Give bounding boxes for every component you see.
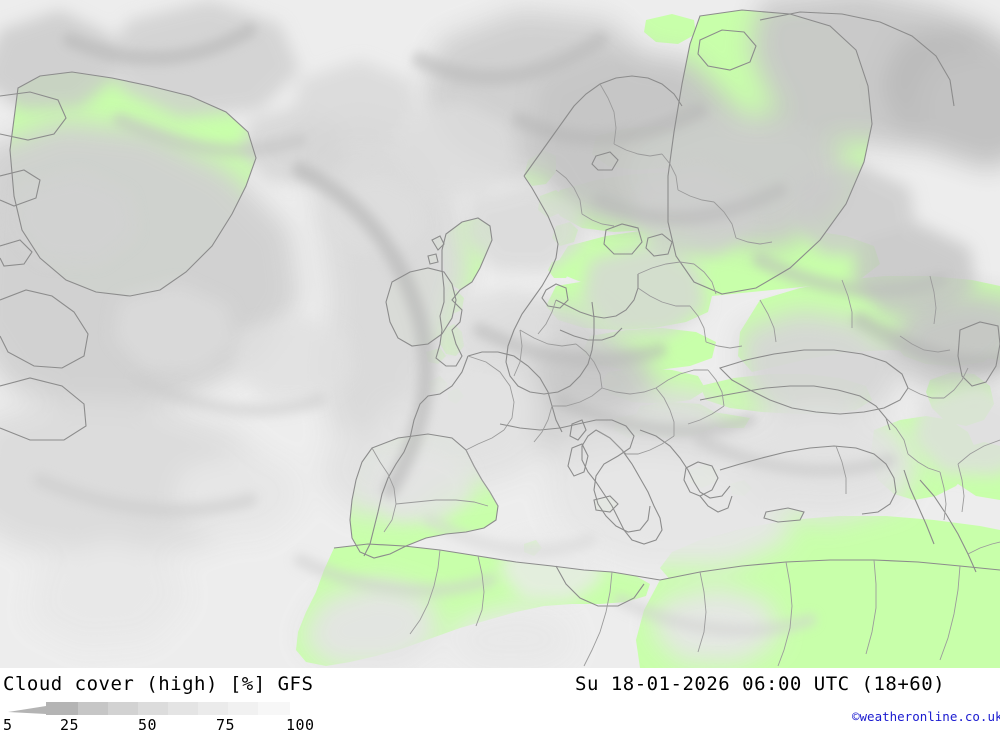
colorbar-wedge	[8, 706, 46, 714]
colorbar-swatch	[46, 702, 78, 715]
colorbar-swatch	[198, 702, 228, 715]
colorbar-tick-75: 75	[216, 716, 236, 734]
cloud-cover-colorbar[interactable]	[0, 701, 300, 717]
colorbar-tick-100: 100	[286, 716, 315, 734]
forecast-valid-time: Su 18-01-2026 06:00 UTC (18+60)	[575, 673, 946, 695]
colorbar-swatch	[138, 702, 168, 715]
colorbar-swatch	[108, 702, 138, 715]
map-title: Cloud cover (high) [%] GFS	[3, 673, 314, 695]
copyright-link[interactable]: ©weatheronline.co.uk	[852, 709, 1000, 724]
colorbar-swatch	[168, 702, 198, 715]
country-border-layer	[371, 83, 1000, 667]
colorbar-tick-50: 50	[138, 716, 158, 734]
colorbar-svg	[8, 702, 290, 715]
colorbar-swatch	[258, 702, 290, 715]
forecast-map[interactable]	[0, 0, 1000, 668]
high-cloud-shading-layer	[0, 0, 1000, 668]
colorbar-tick-5: 5	[3, 716, 13, 734]
colorbar-tick-labels: 5 25 50 75 100	[0, 716, 360, 734]
map-footer: Cloud cover (high) [%] GFS Su 18-01-2026…	[0, 668, 1000, 734]
colorbar-tick-25: 25	[60, 716, 80, 734]
map-canvas	[0, 0, 1000, 668]
colorbar-swatch	[78, 702, 108, 715]
cloud-filament-layer	[33, 23, 1000, 637]
colorbar-swatch	[228, 702, 258, 715]
